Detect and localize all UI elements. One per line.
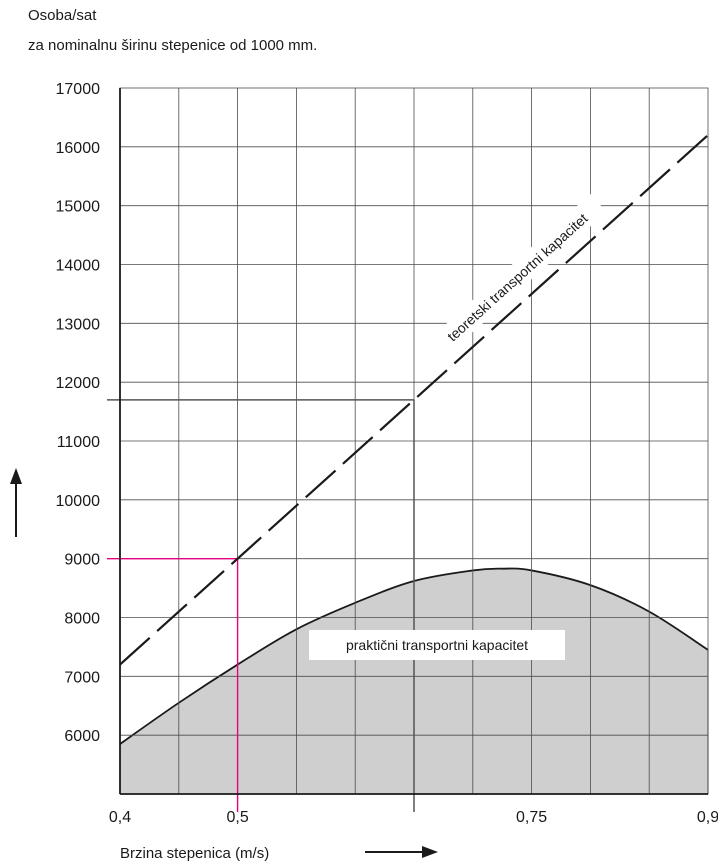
x-axis-arrow — [365, 846, 438, 858]
chart-title-line1: Osoba/sat — [28, 7, 97, 24]
y-tick-labels: 6000 7000 8000 9000 10000 11000 12000 13000 1400… — [56, 81, 101, 745]
y-tick-label: 17000 — [56, 81, 101, 98]
y-tick-label: 14000 — [56, 258, 101, 275]
theoretical-capacity-line — [119, 134, 709, 666]
x-tick-labels: 0,4 0,5 0,75 0,9 — [109, 809, 718, 826]
y-tick-label: 11000 — [57, 434, 100, 451]
y-tick-label: 10000 — [56, 493, 101, 510]
y-tick-label: 9000 — [64, 552, 100, 569]
y-tick-label: 15000 — [56, 199, 101, 216]
y-tick-label: 16000 — [56, 140, 101, 157]
y-tick-label: 7000 — [64, 669, 100, 686]
y-tick-label: 12000 — [56, 375, 101, 392]
x-tick-label: 0,75 — [516, 809, 547, 826]
y-tick-label: 13000 — [56, 316, 101, 333]
x-tick-label: 0,4 — [109, 809, 131, 826]
x-axis-label: Brzina stepenica (m/s) — [120, 845, 269, 862]
practical-capacity-label: praktični transportni kapacitet — [309, 630, 565, 660]
y-tick-label: 8000 — [64, 611, 100, 628]
chart-title-line2: za nominalnu širinu stepenice od 1000 mm… — [28, 37, 317, 54]
practical-capacity-line — [119, 567, 709, 745]
x-arrow-head — [422, 846, 438, 858]
theoretical-label-bg — [426, 193, 607, 360]
x-tick-label: 0,5 — [226, 809, 248, 826]
theoretical-capacity-series — [119, 134, 709, 666]
practical-label-text: praktični transportni kapacitet — [346, 637, 528, 653]
x-tick-label: 0,9 — [697, 809, 718, 826]
y-arrow-head — [10, 468, 22, 484]
reference-lines — [107, 399, 415, 812]
y-tick-label: 6000 — [64, 728, 100, 745]
axes — [119, 88, 708, 795]
y-axis-arrow — [10, 468, 22, 537]
practical-label-bg — [309, 630, 565, 660]
